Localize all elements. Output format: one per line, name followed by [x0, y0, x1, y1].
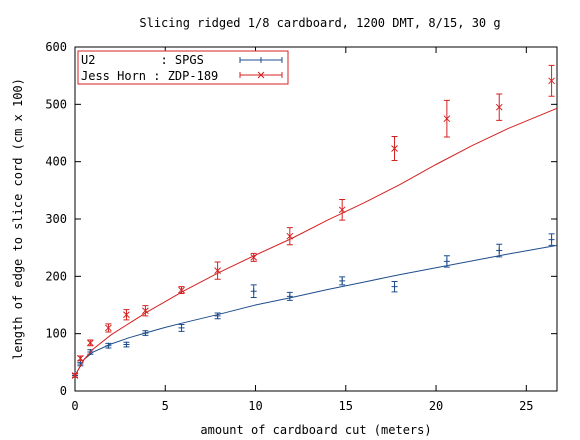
- data-point: [286, 293, 293, 300]
- legend-key-error-cap: [239, 72, 283, 78]
- y-axis-label: length of edge to slice cord (cm x 100): [11, 78, 25, 360]
- legend: U2 : SPGS Jess Horn : ZDP-189: [77, 50, 289, 85]
- x-tick-label: 5: [162, 399, 169, 413]
- x-tick-label: 20: [429, 399, 443, 413]
- fit-line-series-2: [74, 107, 558, 376]
- data-point: [548, 236, 555, 243]
- legend-keys: [239, 57, 283, 79]
- data-point: [142, 330, 149, 337]
- y-tick-label: 500: [45, 97, 67, 111]
- data-point: [495, 103, 503, 111]
- data-point: [250, 288, 257, 295]
- data-point: [77, 354, 84, 362]
- series-2: [71, 64, 558, 379]
- data-point: [250, 254, 258, 261]
- y-tick-label: 300: [45, 212, 67, 226]
- y-tick-label: 0: [60, 384, 67, 398]
- data-point: [443, 115, 451, 123]
- y-tick-label: 400: [45, 155, 67, 169]
- fit-line-series-1: [74, 244, 558, 376]
- series-1: [72, 233, 558, 379]
- data-point: [496, 247, 503, 254]
- data-point: [286, 232, 294, 240]
- data-point: [105, 324, 112, 332]
- data-point: [339, 277, 346, 284]
- data-point: [214, 267, 221, 274]
- y-axis: 0 100 200 300 400 500 600: [45, 40, 557, 398]
- data-point: [142, 307, 149, 315]
- data-point: [123, 341, 130, 348]
- data-series: [71, 64, 558, 379]
- data-point: [178, 324, 185, 331]
- y-tick-label: 600: [45, 40, 67, 54]
- data-point: [123, 311, 130, 319]
- data-point: [214, 312, 221, 319]
- x-tick-label: 25: [519, 399, 533, 413]
- data-point: [105, 342, 112, 349]
- legend-key-marker: [257, 71, 265, 79]
- data-point: [86, 339, 94, 347]
- legend-key-error-cap: [239, 57, 283, 63]
- x-tick-label: 15: [339, 399, 353, 413]
- data-point: [548, 77, 555, 85]
- legend-key-marker: [258, 57, 264, 63]
- y-tick-label: 100: [45, 327, 67, 341]
- legend-label-series-1: U2 : SPGS: [81, 53, 204, 67]
- y-tick-label: 200: [45, 269, 67, 283]
- data-point: [338, 206, 346, 214]
- data-point: [178, 286, 185, 294]
- chart-title: Slicing ridged 1/8 cardboard, 1200 DMT, …: [139, 16, 500, 30]
- data-point: [391, 145, 398, 152]
- x-axis: 0 5 10 15 20 25: [71, 47, 534, 413]
- x-axis-label: amount of cardboard cut (meters): [200, 423, 431, 437]
- legend-box: [77, 50, 289, 85]
- x-tick-label: 10: [248, 399, 262, 413]
- x-tick-label: 0: [71, 399, 78, 413]
- legend-label-series-2: Jess Horn : ZDP-189: [81, 69, 218, 83]
- plot-frame: [74, 46, 558, 392]
- data-point: [391, 283, 398, 290]
- data-point: [71, 372, 79, 379]
- data-point: [443, 258, 450, 265]
